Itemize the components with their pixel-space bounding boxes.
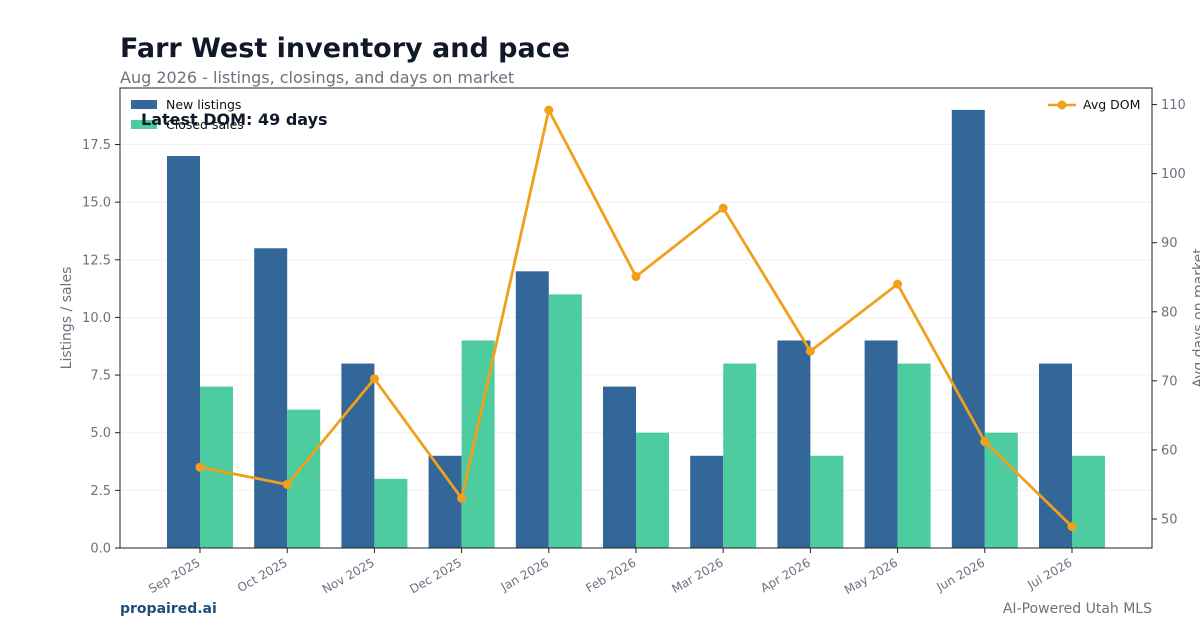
bars bbox=[167, 109, 1105, 549]
legend-label-new-listings: New listings bbox=[166, 97, 241, 112]
avg-dom-point bbox=[980, 437, 990, 447]
bar-closed-sales bbox=[374, 478, 408, 548]
y-axis-left: 0.0 2.5 5.0 7.5 10.0 12.5 15.0 17.5 bbox=[82, 138, 120, 557]
avg-dom-point bbox=[369, 374, 379, 384]
avg-dom-point bbox=[631, 272, 641, 282]
legend-swatch-closed-sales bbox=[131, 120, 157, 129]
x-tick-label: Nov 2025 bbox=[320, 555, 377, 596]
bar-new-listings bbox=[1039, 363, 1072, 548]
x-tick-label: Jun 2026 bbox=[933, 555, 987, 594]
y-tick-label: 0.0 bbox=[90, 542, 111, 557]
y2-tick-label: 90 bbox=[1161, 236, 1178, 251]
x-axis: Sep 2025 Oct 2025 Nov 2025 Dec 2025 Jan 2026… bbox=[146, 548, 1075, 597]
bar-new-listings bbox=[515, 271, 549, 548]
legend-left: New listings Closed sales bbox=[131, 97, 244, 132]
avg-dom-point bbox=[893, 279, 903, 289]
y-axis-right: 50 60 70 80 90 100 110 bbox=[1152, 98, 1186, 527]
dom-line bbox=[195, 105, 1077, 532]
bar-new-listings bbox=[864, 340, 898, 548]
bar-closed-sales bbox=[723, 363, 757, 548]
bar-closed-sales bbox=[984, 432, 1018, 548]
x-tick-label: Apr 2026 bbox=[758, 555, 813, 595]
legend-right: Avg DOM bbox=[1048, 97, 1140, 112]
x-tick-label: Feb 2026 bbox=[583, 555, 638, 595]
x-tick-label: Sep 2025 bbox=[146, 555, 202, 596]
y2-tick-label: 80 bbox=[1161, 305, 1178, 320]
bar-new-listings bbox=[341, 363, 375, 548]
bar-new-listings bbox=[603, 386, 636, 548]
legend-marker-avg-dom bbox=[1057, 100, 1067, 110]
y-axis-label: Listings / sales bbox=[59, 267, 75, 370]
avg-dom-point bbox=[1067, 522, 1077, 532]
y2-tick-label: 70 bbox=[1161, 374, 1178, 389]
footer-brand: propaired.ai bbox=[120, 601, 217, 617]
y-tick-label: 2.5 bbox=[90, 484, 111, 499]
legend-label-avg-dom: Avg DOM bbox=[1083, 97, 1140, 112]
y-tick-label: 12.5 bbox=[82, 253, 111, 268]
x-tick-label: Mar 2026 bbox=[669, 555, 725, 596]
bar-closed-sales bbox=[1072, 455, 1105, 548]
x-tick-label: Dec 2025 bbox=[407, 555, 464, 596]
chart-title: Farr West inventory and pace bbox=[120, 33, 571, 64]
x-tick-label: Jul 2026 bbox=[1024, 555, 1074, 592]
chart-subtitle: Aug 2026 - listings, closings, and days … bbox=[120, 68, 515, 87]
footer-tagline: AI-Powered Utah MLS bbox=[1002, 601, 1152, 617]
legend-swatch-new-listings bbox=[131, 100, 157, 109]
latest-dom-annotation: Latest DOM: 49 days bbox=[141, 110, 328, 129]
bar-new-listings bbox=[951, 109, 985, 549]
avg-dom-point bbox=[195, 462, 205, 472]
x-tick-label: Oct 2025 bbox=[235, 555, 290, 595]
x-tick-label: May 2026 bbox=[842, 555, 900, 597]
avg-dom-point bbox=[805, 346, 815, 356]
y-tick-label: 15.0 bbox=[82, 196, 111, 211]
bar-closed-sales bbox=[897, 363, 931, 548]
bar-closed-sales bbox=[810, 455, 844, 548]
bar-new-listings bbox=[777, 340, 811, 548]
bar-new-listings bbox=[254, 248, 288, 549]
y2-tick-label: 110 bbox=[1161, 98, 1186, 113]
y2-axis-label: Avg days on market bbox=[1191, 248, 1200, 388]
avg-dom-point bbox=[282, 479, 292, 489]
y-tick-label: 17.5 bbox=[82, 138, 111, 153]
x-tick-label: Jan 2026 bbox=[498, 555, 552, 594]
avg-dom-point bbox=[457, 493, 467, 503]
legend-label-closed-sales: Closed sales bbox=[166, 117, 244, 132]
bar-closed-sales bbox=[636, 432, 669, 548]
y-tick-label: 10.0 bbox=[82, 311, 111, 326]
avg-dom-point bbox=[544, 105, 554, 115]
bar-new-listings bbox=[690, 455, 724, 548]
y2-tick-label: 100 bbox=[1161, 167, 1186, 182]
y2-tick-label: 50 bbox=[1161, 512, 1178, 527]
bar-new-listings bbox=[167, 156, 200, 548]
y-tick-label: 7.5 bbox=[90, 369, 111, 384]
avg-dom-point bbox=[718, 203, 728, 213]
y-tick-label: 5.0 bbox=[90, 426, 111, 441]
y2-tick-label: 60 bbox=[1161, 443, 1178, 458]
bar-new-listings bbox=[428, 455, 462, 548]
bar-closed-sales bbox=[548, 294, 582, 548]
